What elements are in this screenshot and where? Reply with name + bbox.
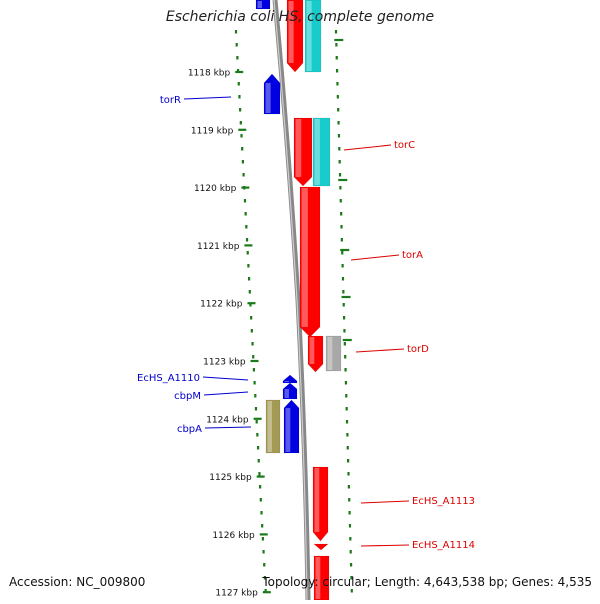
gene-leader-line xyxy=(202,376,249,381)
gene-feature-EcHS_A1113 xyxy=(312,466,329,542)
tick-label: 1118 kbp xyxy=(188,69,231,79)
gene-feature-EcHS_A1114 xyxy=(313,543,329,551)
gene-leader-line xyxy=(350,254,400,261)
gene-label-torR: torR xyxy=(160,95,181,106)
gene-label-cbpA: cbpA xyxy=(177,424,202,435)
gene-feature-cbpA xyxy=(283,399,300,454)
gene-leader-line xyxy=(343,144,392,151)
gene-feature-cbpA-shine xyxy=(285,408,291,452)
gene-feature-red-top-shine xyxy=(288,1,294,63)
gene-feature-grey-shine xyxy=(327,337,333,370)
gene-feature-torR-shine xyxy=(265,83,271,113)
gene-feature-cbpM-shine xyxy=(284,389,289,398)
genome-backbone xyxy=(272,0,311,601)
gene-feature-cbpM xyxy=(282,382,298,400)
tick-label: 1127 kbp xyxy=(215,589,258,599)
gene-leader-line xyxy=(360,500,410,504)
gene-feature-torA xyxy=(299,186,321,338)
gene-leader-line xyxy=(183,96,232,100)
gene-feature-cyan-top xyxy=(304,0,322,73)
tick-label: 1126 kbp xyxy=(212,531,255,541)
gene-feature-olive-shine xyxy=(267,401,272,452)
gene-feature-olive xyxy=(265,399,281,454)
gene-feature-grey xyxy=(325,335,342,372)
gene-feature-torD-shine xyxy=(309,337,315,364)
gene-feature-blue-top xyxy=(255,0,271,10)
backbone-layer xyxy=(272,0,311,601)
gene-feature-red-bottom-shine xyxy=(315,557,321,599)
gene-feature-cyan-mid xyxy=(312,117,331,187)
gene-label-EcHS_A1114: EcHS_A1114 xyxy=(412,540,475,551)
tick-label: 1125 kbp xyxy=(209,473,252,483)
gene-feature-torA-shine xyxy=(301,188,308,327)
map-title: Escherichia coli HS, complete genome xyxy=(165,9,435,25)
genome-summary: Topology: circular; Length: 4,643,538 bp… xyxy=(262,575,592,589)
gene-leader-line xyxy=(355,348,405,353)
tick-label: 1120 kbp xyxy=(194,184,237,194)
gene-feature-torD xyxy=(307,335,324,373)
gene-label-EcHS_A1113: EcHS_A1113 xyxy=(412,496,475,507)
label-layer: torR EcHS_A1110 cbpM cbpA torC torA torD EcHS_A… xyxy=(137,95,475,551)
gene-feature-EcHS_A1113-shine xyxy=(314,468,320,532)
gene-feature-cyan-mid-shine xyxy=(314,119,320,185)
tick-label: 1124 kbp xyxy=(206,415,249,425)
gene-feature-blue-top-shine xyxy=(257,1,262,8)
tick-label: 1122 kbp xyxy=(200,300,243,310)
gene-feature-cyan-top-shine xyxy=(306,1,312,71)
gene-feature-torC xyxy=(293,117,313,187)
feature-layer xyxy=(255,0,342,601)
gene-feature-red-top xyxy=(286,0,304,73)
tick-label: 1119 kbp xyxy=(191,126,234,136)
gene-feature-torC-shine xyxy=(295,119,302,177)
gene-label-torD: torD xyxy=(407,344,429,355)
tick-label: 1123 kbp xyxy=(203,358,246,368)
gene-feature-EcHS_A1110-shine xyxy=(284,381,289,382)
gene-feature-torR xyxy=(263,73,281,115)
gene-leader-line xyxy=(203,391,249,396)
gene-label-EcHS_A1110: EcHS_A1110 xyxy=(137,373,200,384)
tick-layer: 1118 kbp 1119 kbp 1120 kbp 1121 kbp 1122 kbp… xyxy=(188,30,353,599)
gene-label-torA: torA xyxy=(402,250,423,261)
gene-label-torC: torC xyxy=(394,140,415,151)
gene-label-cbpM: cbpM xyxy=(174,391,201,402)
gene-leader-line xyxy=(204,426,252,429)
tick-label: 1121 kbp xyxy=(197,242,240,252)
gene-leader-line xyxy=(360,544,410,547)
accession-label: Accession: NC_009800 xyxy=(9,575,146,589)
genome-backbone-highlight xyxy=(273,0,308,601)
